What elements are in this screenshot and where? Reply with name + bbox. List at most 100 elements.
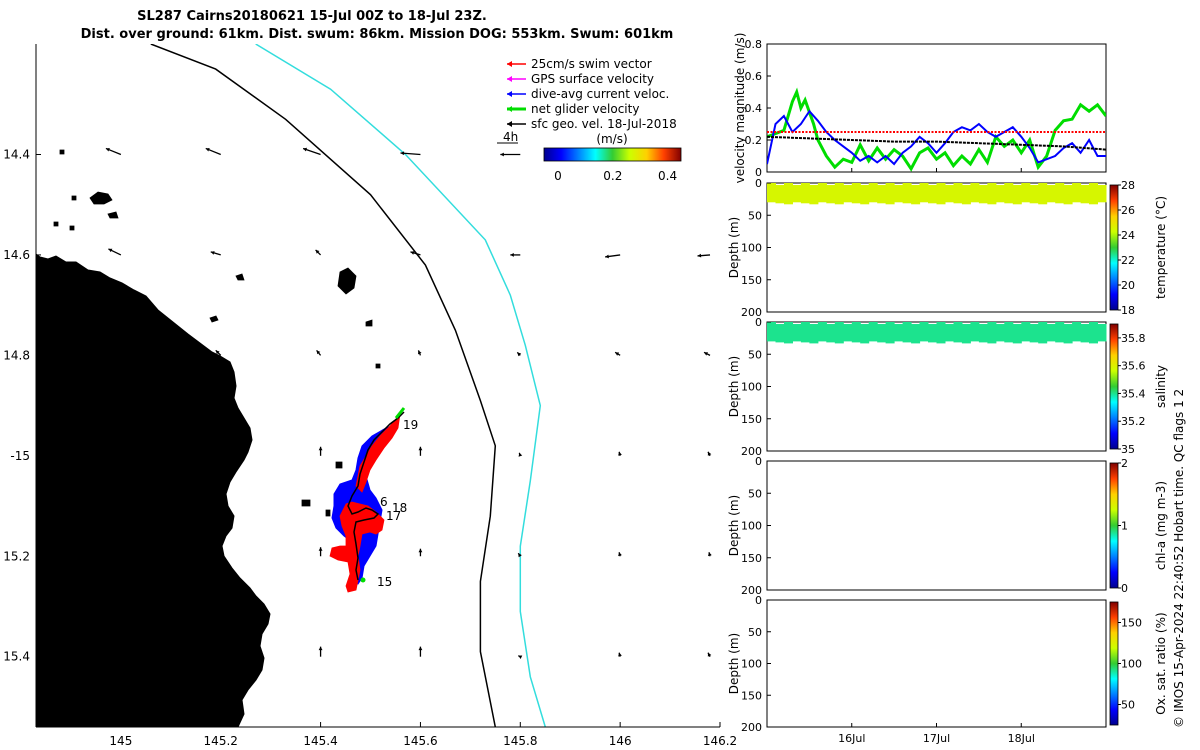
profile-cell xyxy=(987,322,997,344)
profile-cell xyxy=(1021,183,1031,203)
profile-cell xyxy=(919,322,929,342)
glider-end-marker xyxy=(360,577,366,583)
depth-panel-2: 0 50 100 150 200 Depth (m) 35 35.2 35.4 35.6 35.8 s… xyxy=(727,316,1168,458)
map-y-tick-label: 14.6 xyxy=(3,248,30,262)
profile-cell xyxy=(1004,183,1014,204)
vector-scale: 4h xyxy=(497,130,518,144)
profile-cell xyxy=(817,322,827,342)
depth-tick-label: 150 xyxy=(741,413,762,426)
depth-tick-label: 150 xyxy=(741,689,762,702)
geo-vector-head xyxy=(618,652,622,657)
profile-cell xyxy=(792,324,802,342)
profile-cell xyxy=(1038,183,1048,205)
glider-path xyxy=(347,411,405,581)
profile-cell xyxy=(953,322,963,343)
profile-cell xyxy=(1063,324,1073,344)
geo-vector-head xyxy=(518,553,522,558)
geo-vector-head xyxy=(518,452,523,457)
profile-cell xyxy=(843,185,853,203)
geo-vector-head xyxy=(417,350,422,355)
colorbar-tick-label: 35.8 xyxy=(1121,332,1146,345)
depth-tick-label: 150 xyxy=(741,274,762,287)
depth-tick-label: 50 xyxy=(748,348,762,361)
profile-cell xyxy=(1097,185,1107,203)
geo-vector-head xyxy=(418,446,423,451)
map-y-tick-label: 15.2 xyxy=(3,549,30,563)
profile-cell xyxy=(877,185,887,204)
legend-arrowhead xyxy=(507,106,512,112)
profile-cell xyxy=(792,185,802,203)
velocity-y-tick-label: 0.2 xyxy=(745,134,763,147)
geo-vector-head xyxy=(615,352,620,356)
profile-cell xyxy=(970,183,980,203)
map-x-tick-label: 145.4 xyxy=(303,734,337,748)
velocity-y-tick-label: 0.8 xyxy=(745,38,763,51)
geo-vector-head xyxy=(316,350,321,355)
colorbar-tick-label: 1 xyxy=(1121,520,1128,533)
glider-label: 6 xyxy=(380,495,388,509)
depth-tick-label: 0 xyxy=(755,594,762,607)
colorbar-tick-label: 100 xyxy=(1121,658,1142,671)
geo-vector-head xyxy=(303,147,308,152)
map-x-tick-label: 146 xyxy=(609,734,632,748)
depth-axes xyxy=(766,182,1107,313)
colorbar-tick-label: 24 xyxy=(1121,229,1135,242)
geo-vector-head xyxy=(318,646,323,651)
depth-tick-label: 50 xyxy=(748,626,762,639)
time-x-tick-label: 16Jul xyxy=(838,732,865,745)
geo-vector-head xyxy=(518,655,523,659)
map-x-tick-label: 145 xyxy=(109,734,132,748)
profile-cell xyxy=(800,183,810,204)
profile-cell xyxy=(1029,185,1039,204)
profile-cell xyxy=(775,185,785,204)
profile-cell xyxy=(1012,185,1022,205)
colorbar-tick-label: 35.4 xyxy=(1121,387,1146,400)
depth-panel-1: 0 50 100 150 200 Depth (m) 18 20 22 24 26 28 tempera… xyxy=(727,177,1168,319)
profile-cell xyxy=(860,185,870,205)
profile-cell xyxy=(911,185,921,205)
map-y-tick-label: 14.8 xyxy=(3,348,30,362)
geo-vector-head xyxy=(605,254,609,259)
profile-cell xyxy=(851,183,861,204)
time-x-tick-label: 18Jul xyxy=(1008,732,1035,745)
scale-label: 4h xyxy=(503,130,518,144)
depth-tick-label: 100 xyxy=(741,381,762,394)
profile-cell xyxy=(877,324,887,343)
map-axes: 145 145.2 145.4 145.6 145.8 146 146.214.414.61… xyxy=(3,44,737,748)
series-glider xyxy=(767,87,1106,172)
depth-tick-label: 200 xyxy=(741,584,762,597)
speed-colorbar-tick: 0.4 xyxy=(658,169,677,183)
net-glider-velocity-arrow xyxy=(394,407,406,419)
depth-tick-label: 50 xyxy=(748,487,762,500)
colorbar-label: chl-a (mg m-3) xyxy=(1154,481,1168,570)
colorbar-gradient xyxy=(1109,184,1119,311)
map-y-tick-label: 15.4 xyxy=(3,650,30,664)
geo-vector-head xyxy=(500,152,504,157)
depth-y-label: Depth (m) xyxy=(727,217,741,278)
depth-tick-label: 0 xyxy=(755,316,762,329)
series-current xyxy=(767,109,1106,166)
legend-arrowhead xyxy=(507,61,512,67)
depth-tick-label: 100 xyxy=(741,242,762,255)
profile-cell xyxy=(885,322,895,344)
colorbar-tick-label: 26 xyxy=(1121,204,1135,217)
profile-cell xyxy=(1080,324,1090,343)
series-geo xyxy=(767,135,1106,151)
geo-vector-head xyxy=(400,151,405,156)
geo-vector-head xyxy=(704,352,709,356)
profile-cell xyxy=(995,185,1005,203)
profile-cell xyxy=(1021,322,1031,342)
colorbar-tick-label: 0 xyxy=(1121,582,1128,595)
profile-cell xyxy=(1097,324,1107,342)
profile-cell xyxy=(834,183,844,205)
profile-cell xyxy=(995,324,1005,342)
map-y-tick-label: -15 xyxy=(10,449,30,463)
profile-cell xyxy=(936,183,946,205)
geo-vector-head xyxy=(210,251,215,255)
map-x-tick-label: 146.2 xyxy=(703,734,737,748)
glider-label: 19 xyxy=(403,418,418,432)
profile-cell xyxy=(961,324,971,344)
colorbar-gradient xyxy=(1109,601,1119,726)
islands xyxy=(53,149,381,517)
